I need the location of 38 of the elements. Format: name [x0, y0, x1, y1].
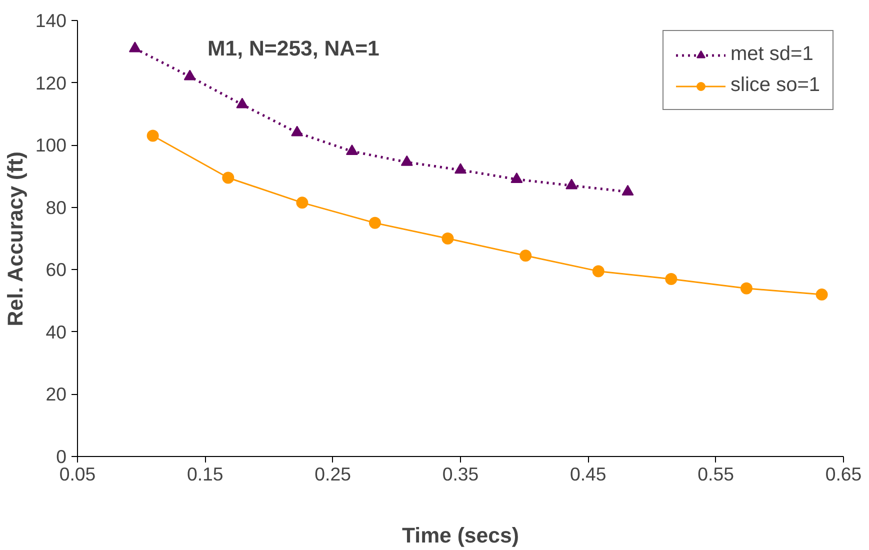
point — [128, 42, 141, 52]
point — [346, 144, 358, 155]
point — [510, 172, 523, 184]
x-tick-label: 0.25 — [314, 464, 351, 484]
point — [368, 216, 381, 229]
point — [400, 155, 413, 166]
legend-label: met sd=1 — [730, 43, 814, 66]
y-tick-label: 40 — [46, 321, 67, 342]
x-tick-label: 0.45 — [570, 464, 606, 484]
point — [566, 178, 578, 190]
point — [442, 232, 454, 244]
y-tick-label: 100 — [35, 134, 67, 156]
point — [622, 184, 634, 196]
point — [184, 70, 196, 80]
point — [520, 250, 532, 262]
y-tick-label: 20 — [46, 384, 67, 405]
y-tick-label: 140 — [35, 10, 67, 31]
y-tick-label: 60 — [46, 259, 67, 280]
point — [236, 98, 248, 108]
x-axis-title: Time (secs) — [402, 524, 519, 548]
x-tick-label: 0.35 — [442, 464, 479, 484]
y-tick-label: 120 — [35, 72, 67, 94]
point — [740, 282, 752, 294]
y-axis-title: Rel. Accuracy (ft) — [3, 152, 28, 326]
point — [222, 172, 234, 184]
y-tick-label: 80 — [46, 196, 67, 218]
x-tick-label: 0.15 — [187, 464, 224, 484]
point — [592, 265, 604, 278]
point — [454, 163, 466, 174]
point — [665, 272, 678, 285]
point — [296, 196, 308, 209]
point — [146, 130, 159, 142]
legend-label: slice so=1 — [730, 74, 820, 97]
annotation: M1, N=253, NA=1 — [208, 36, 380, 60]
point — [816, 288, 828, 301]
x-tick-label: 0.55 — [698, 464, 734, 484]
x-tick-label: 0.65 — [825, 464, 862, 484]
point — [291, 126, 304, 136]
